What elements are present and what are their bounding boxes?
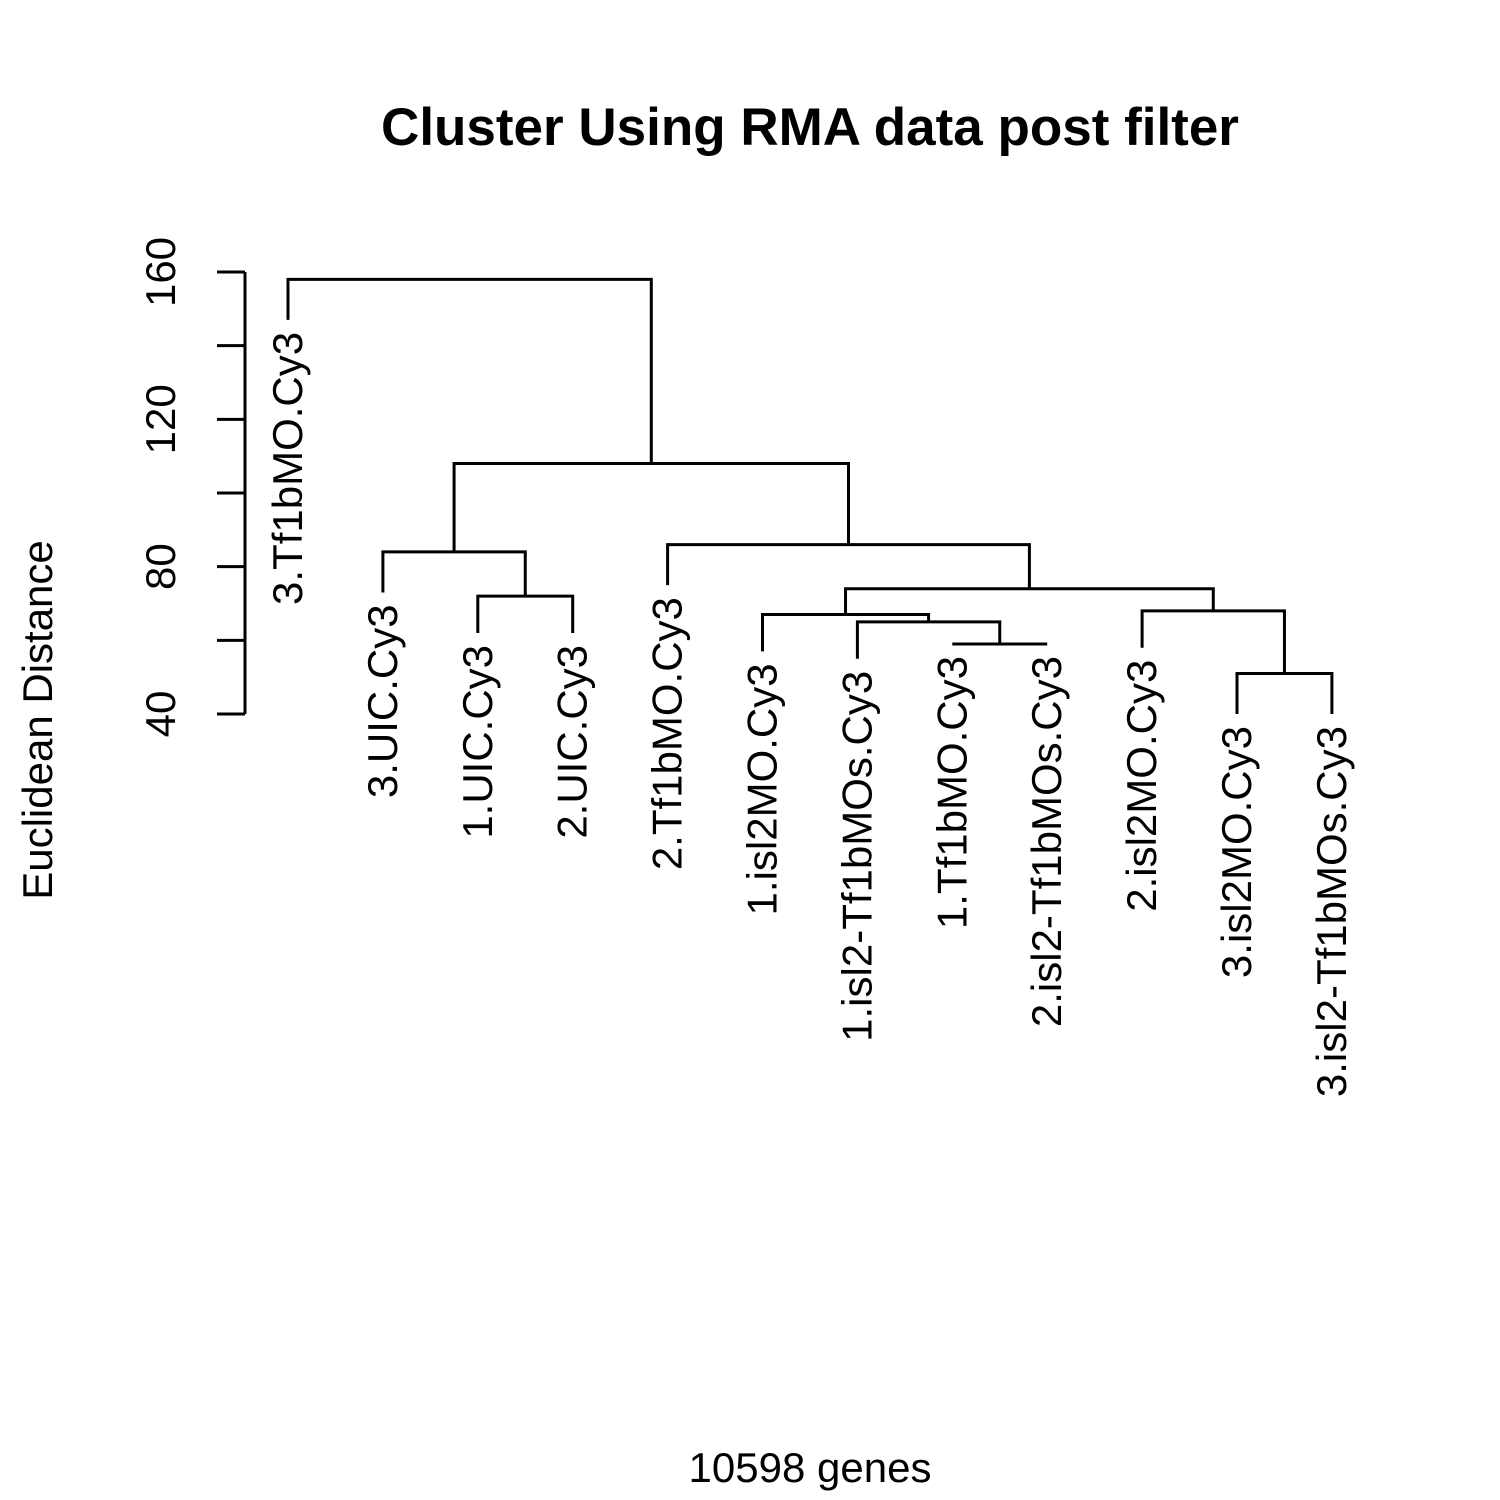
leaf-label: 1.Tf1bMO.Cy3 [928, 656, 975, 929]
dendrogram-link [1140, 609, 1286, 674]
leaf-label: 1.UIC.Cy3 [454, 645, 501, 839]
leaf-label: 2.UIC.Cy3 [549, 645, 596, 839]
dendrogram-link [666, 543, 1031, 589]
dendrogram-link [1235, 671, 1334, 714]
leaf-label: 3.isl2-Tf1bMOs.Cy3 [1308, 726, 1355, 1097]
dendrogram-link [381, 550, 527, 597]
dendrogram-link [286, 277, 653, 464]
leaf-label: 2.isl2-Tf1bMOs.Cy3 [1023, 656, 1070, 1027]
dendrogram-link [476, 594, 575, 633]
dendrogram-link [452, 462, 851, 552]
dendrogram-link [855, 620, 1002, 659]
leaf-label: 3.UIC.Cy3 [359, 604, 406, 798]
leaf-label: 1.isl2MO.Cy3 [739, 663, 786, 915]
leaf-label: 3.isl2MO.Cy3 [1213, 726, 1260, 978]
y-axis: 40 80 120 160 [137, 237, 247, 738]
leaf-labels: 3.Tf1bMO.Cy3 3.UIC.Cy3 1.UIC.Cy3 2.UIC.Cy3 2… [264, 332, 1355, 1097]
y-tick-label: 160 [137, 237, 184, 307]
leaf-label: 1.isl2-Tf1bMOs.Cy3 [833, 671, 880, 1042]
dendrogram-link [844, 587, 1215, 615]
y-tick-label: 120 [137, 384, 184, 454]
x-axis-label: 10598 genes [689, 1444, 932, 1491]
leaf-label: 2.isl2MO.Cy3 [1118, 660, 1165, 912]
dendrogram-links [286, 277, 1334, 714]
leaf-label: 3.Tf1bMO.Cy3 [264, 332, 311, 605]
y-tick-label: 80 [137, 543, 184, 590]
y-tick-label: 40 [137, 691, 184, 738]
dendrogram-link [761, 613, 931, 652]
y-axis-label: Euclidean Distance [14, 540, 61, 900]
leaf-label: 2.Tf1bMO.Cy3 [644, 597, 691, 870]
chart-title: Cluster Using RMA data post filter [381, 98, 1239, 157]
